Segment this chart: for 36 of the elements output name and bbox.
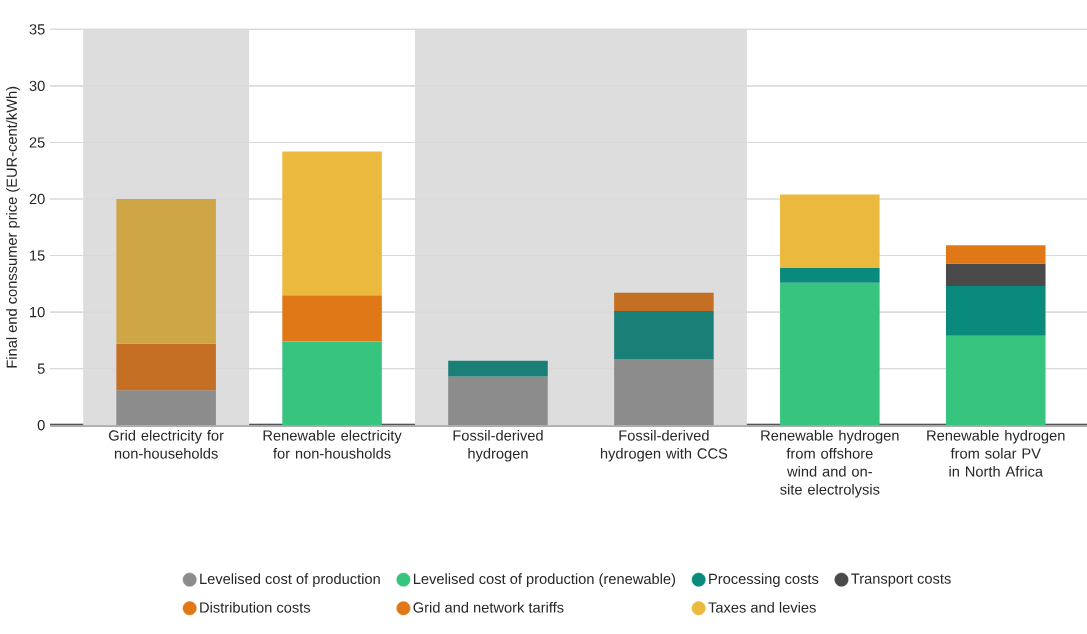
x-tick-label: Fossil-derived hydrogen [453, 429, 543, 462]
y-axis-title: Final end conssumer price (EUR-cent/kWh) [6, 86, 20, 368]
bar [945, 263, 1046, 286]
bar [282, 341, 382, 425]
legend-label: Processing costs [709, 573, 819, 587]
bar [780, 267, 880, 283]
bar [116, 389, 216, 425]
bar [614, 359, 714, 425]
bar [945, 335, 1046, 425]
y-tick-label: 20 [29, 193, 45, 204]
bar [282, 151, 382, 295]
y-tick-label: 5 [37, 363, 45, 374]
legend-label: Levelised cost of production [200, 573, 380, 587]
bar [780, 282, 880, 425]
x-tick-label: Fossil-derived hydrogen with CCS [600, 429, 728, 462]
y-tick-label: 35 [29, 23, 45, 35]
legend-label: Grid and network tariffs [413, 601, 564, 613]
legend-label: Levelised cost of production (renewable) [413, 573, 676, 587]
x-tick-label: Renewable hydrogen from offshore wind and on-site electrolysis [761, 429, 899, 498]
y-tick-label: 25 [29, 137, 45, 148]
y-tick-label: 30 [29, 80, 45, 91]
bar [116, 198, 216, 344]
bar [448, 360, 548, 377]
x-tick-label: Renewable electricity for non-housholds [263, 429, 402, 459]
bar [614, 310, 714, 360]
x-tick-label: Grid electricity for non-households [109, 429, 224, 459]
legend-label: Distribution costs [200, 601, 311, 613]
y-tick-label: 0 [37, 419, 45, 431]
bar [448, 376, 548, 425]
y-tick-label: 10 [30, 306, 45, 318]
y-tick-label: 15 [30, 250, 45, 261]
bar [945, 285, 1046, 336]
x-tick-label: Renewable hydrogen from solar PV in North Africa [927, 429, 1065, 477]
legend-label: Taxes and levies [708, 601, 816, 613]
legend-label: Transport costs [851, 573, 951, 587]
bar [780, 194, 880, 268]
